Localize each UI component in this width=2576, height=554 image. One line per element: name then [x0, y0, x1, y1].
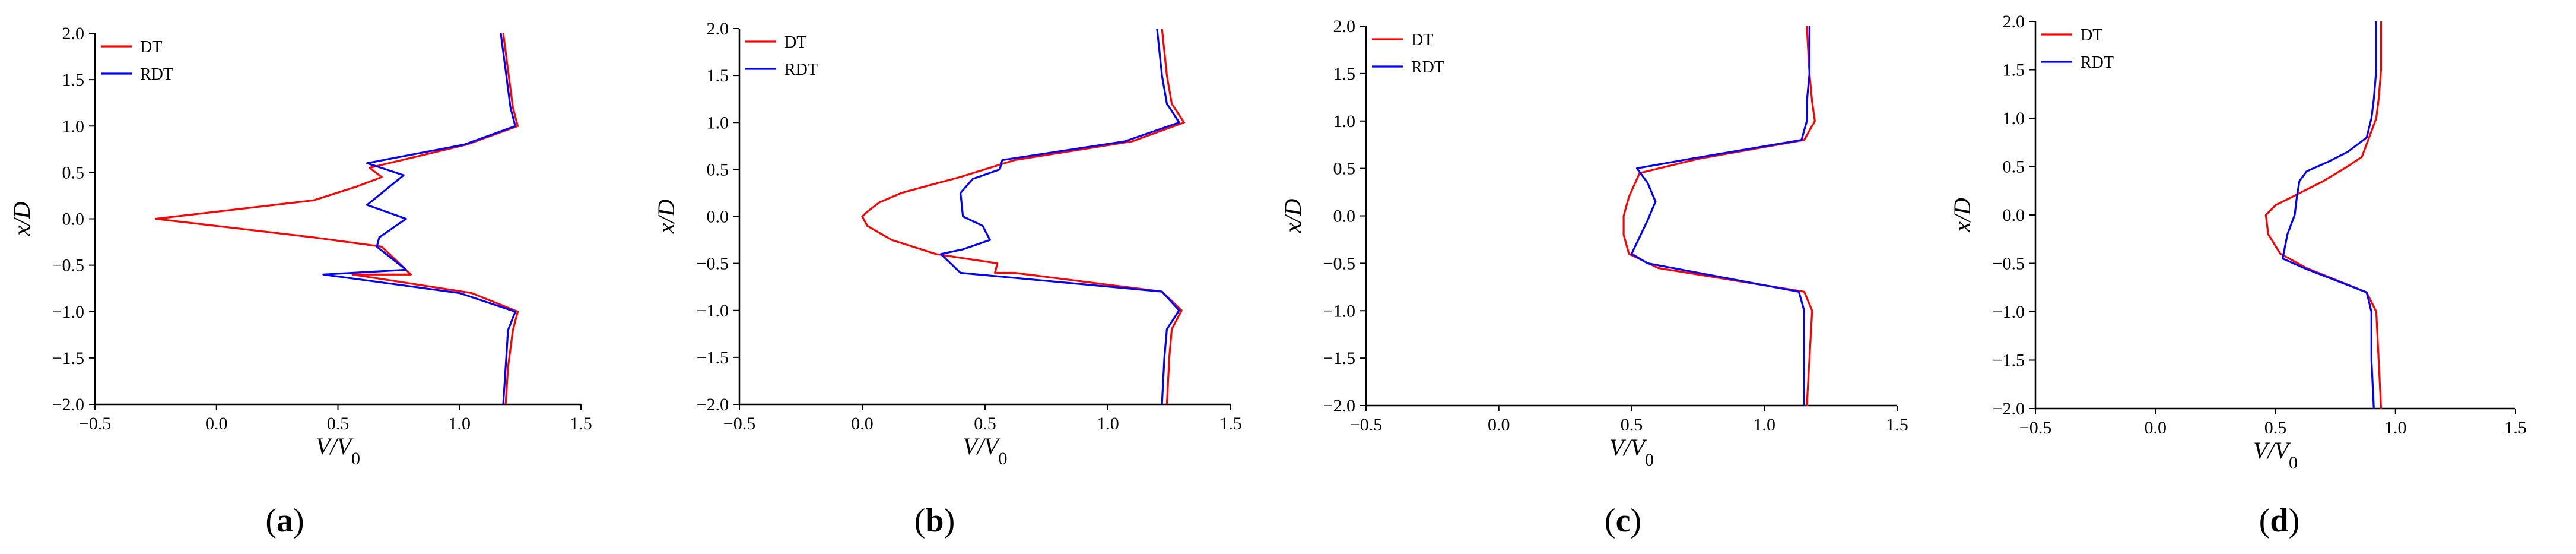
x-tick-label: 0.5 — [327, 414, 350, 433]
y-axis-title: x/D — [653, 200, 679, 235]
x-tick-label: 1.0 — [1097, 414, 1119, 433]
y-axis-title: x/D — [1279, 199, 1306, 234]
x-tick-label: 0.5 — [2264, 418, 2287, 438]
x-tick-label: −0.5 — [79, 414, 111, 433]
x-tick-label: −0.5 — [2019, 418, 2051, 438]
series-line-rdt — [939, 28, 1180, 405]
y-tick-label: 0.5 — [62, 163, 85, 182]
y-tick-label: 2.0 — [1333, 17, 1356, 36]
legend-label-dt: DT — [784, 33, 806, 52]
x-axis-title: V/V0 — [1609, 434, 1654, 470]
y-axis-title: x/D — [1949, 198, 1975, 233]
panel-label-d: (d) — [2259, 502, 2299, 539]
x-tick-label: 1.0 — [1754, 415, 1776, 435]
x-tick-label: 1.0 — [2384, 418, 2407, 438]
x-tick-label: −0.5 — [1350, 415, 1382, 435]
legend-label-rdt: RDT — [2081, 53, 2114, 72]
x-tick-label: 0.0 — [2145, 418, 2167, 438]
y-tick-label: −1.0 — [52, 302, 84, 322]
y-tick-label: −1.5 — [1323, 349, 1355, 368]
y-tick-label: −0.5 — [1993, 254, 2025, 274]
x-tick-label: 1.5 — [570, 414, 592, 433]
x-tick-label: 0.0 — [851, 414, 874, 433]
y-tick-label: 1.0 — [62, 116, 85, 136]
series-line-dt — [1622, 26, 1816, 406]
y-tick-label: −1.0 — [697, 301, 729, 321]
x-tick-label: 1.0 — [449, 414, 471, 433]
x-axis-title: V/V0 — [2253, 437, 2298, 473]
y-tick-label: −0.5 — [52, 256, 84, 276]
y-tick-label: −2.0 — [52, 395, 84, 414]
y-tick-label: 1.5 — [2003, 61, 2025, 80]
y-tick-label: −0.5 — [1323, 254, 1355, 273]
series-line-dt — [861, 28, 1185, 405]
y-tick-label: 0.0 — [707, 207, 729, 227]
y-tick-label: 0.5 — [707, 160, 729, 179]
series-line-rdt — [2282, 21, 2377, 409]
y-tick-label: 1.5 — [62, 70, 85, 90]
y-tick-label: 0.5 — [1333, 159, 1356, 179]
y-tick-label: 1.5 — [1333, 64, 1356, 84]
panel-label-a: (a) — [265, 502, 304, 539]
y-axis-title: x/D — [8, 202, 35, 237]
chart-panel-c: −0.5 0.0 0.5 1.0 1.5 −2.0 −1.5 −1.0 −0.5 0.0 0.5 1.… — [1279, 17, 1908, 539]
x-tick-label: 0.0 — [205, 414, 228, 433]
y-tick-label: −1.0 — [1323, 301, 1355, 321]
x-tick-label: 1.5 — [1219, 414, 1242, 433]
y-tick-label: −0.5 — [697, 254, 729, 274]
y-tick-label: −1.0 — [1993, 302, 2025, 322]
chart-panel-a: −0.5 0.0 0.5 1.0 1.5 −2.0 −1.5 −1.0 −0.5 0.0 0.5 1.… — [8, 24, 592, 539]
chart-panel-b: −0.5 0.0 0.5 1.0 1.5 −2.0 −1.5 −1.0 −0.5 0.0 0.5 1.… — [653, 19, 1242, 539]
series-line-rdt — [322, 33, 517, 405]
legend-label-rdt: RDT — [140, 65, 173, 84]
series-line-rdt — [1630, 26, 1810, 406]
legend-label-dt: DT — [2081, 26, 2102, 45]
x-tick-label: 1.5 — [1886, 415, 1908, 435]
x-axis-title: V/V0 — [963, 433, 1008, 468]
y-tick-label: −1.5 — [697, 348, 729, 368]
y-tick-label: 1.0 — [1333, 112, 1356, 131]
panel-label-b: (b) — [914, 502, 955, 539]
x-tick-label: 0.0 — [1488, 415, 1510, 435]
y-tick-label: −2.0 — [697, 395, 729, 414]
x-tick-label: 1.5 — [2504, 418, 2527, 438]
legend-label-dt: DT — [1411, 31, 1433, 49]
legend-label-dt: DT — [140, 38, 162, 56]
panel-label-c: (c) — [1605, 502, 1641, 539]
y-tick-label: 2.0 — [707, 19, 729, 39]
y-tick-label: −1.5 — [52, 349, 84, 368]
x-tick-label: 0.5 — [1621, 415, 1643, 435]
x-tick-label: −0.5 — [723, 414, 755, 433]
x-tick-label: 0.5 — [974, 414, 996, 433]
y-tick-label: 0.0 — [62, 210, 85, 229]
chart-panel-d: −0.5 0.0 0.5 1.0 1.5 −2.0 −1.5 −1.0 −0.5 0.0 0.5 1.… — [1949, 12, 2527, 539]
y-tick-label: −2.0 — [1993, 399, 2025, 419]
x-axis-title: V/V0 — [316, 433, 360, 468]
y-tick-label: 2.0 — [2003, 12, 2025, 31]
legend-label-rdt: RDT — [784, 61, 818, 79]
series-line-dt — [2264, 21, 2383, 409]
y-tick-label: 1.0 — [707, 113, 729, 132]
y-tick-label: −2.0 — [1323, 396, 1355, 416]
y-tick-label: 0.0 — [1333, 207, 1356, 226]
y-tick-label: 2.0 — [62, 24, 85, 43]
y-tick-label: 1.0 — [2003, 109, 2025, 128]
legend-label-rdt: RDT — [1411, 58, 1444, 77]
y-tick-label: 0.5 — [2003, 157, 2025, 177]
y-tick-label: −1.5 — [1993, 351, 2025, 371]
y-tick-label: 1.5 — [707, 66, 729, 86]
series-line-dt — [154, 33, 519, 405]
y-tick-label: 0.0 — [2003, 205, 2025, 225]
